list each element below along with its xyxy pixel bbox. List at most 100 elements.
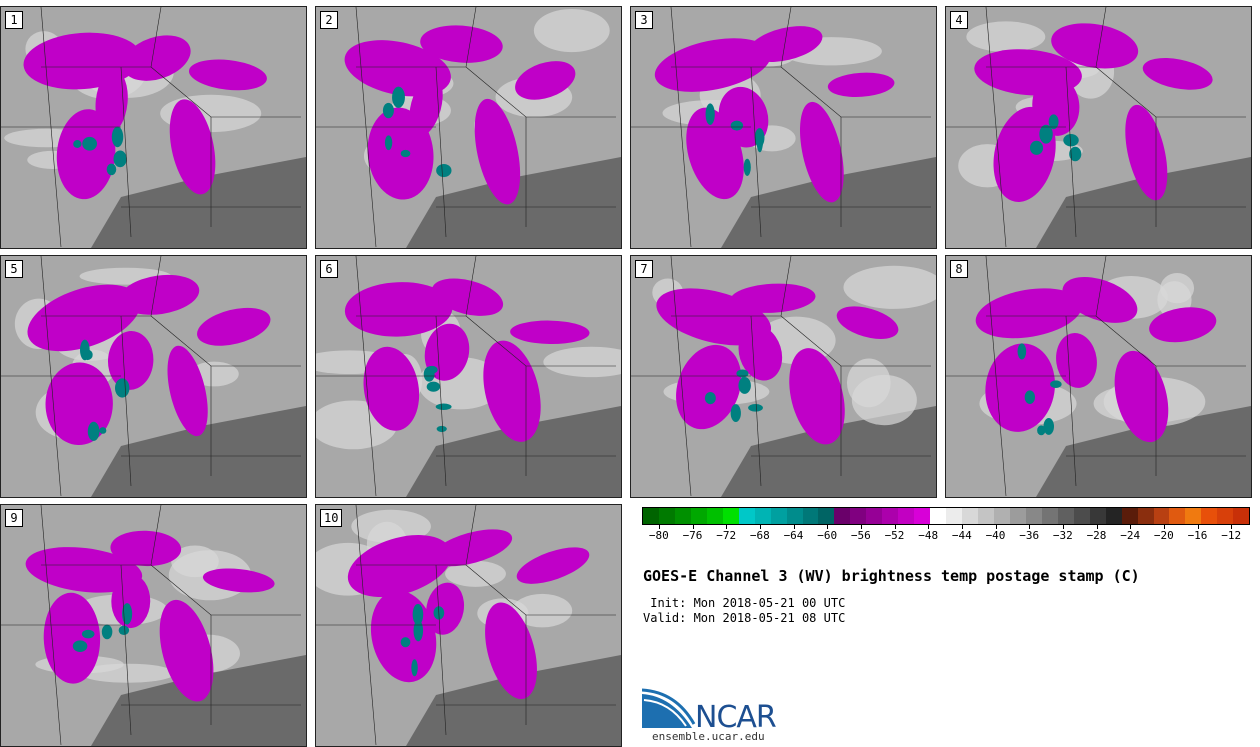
colorbar-tick-label: −24: [1120, 529, 1141, 542]
colorbar-swatch: [834, 508, 851, 524]
member-label: 6: [320, 260, 338, 278]
member-panel-10: 10: [315, 504, 622, 747]
water-vapor-map: [631, 7, 936, 248]
water-vapor-map: [946, 7, 1251, 248]
colorbar-tick-label: −52: [884, 529, 905, 542]
init-time: Init: Mon 2018-05-21 00 UTC: [643, 596, 846, 610]
member-label: 4: [950, 11, 968, 29]
colorbar-swatch: [1217, 508, 1234, 524]
colorbar-swatch: [1089, 508, 1106, 524]
colorbar-swatch: [898, 508, 915, 524]
colorbar-swatch: [978, 508, 994, 524]
colorbar-tick-label: −76: [682, 529, 703, 542]
colorbar-tick: [961, 524, 963, 529]
water-vapor-map: [1, 256, 306, 497]
member-panel-8: 8: [945, 255, 1252, 498]
colorbar-tick: [1231, 524, 1233, 529]
member-panel-5: 5: [0, 255, 307, 498]
member-label: 2: [320, 11, 338, 29]
colorbar-tick: [759, 524, 761, 529]
colorbar-tick: [1130, 524, 1132, 529]
member-label: 9: [5, 509, 23, 527]
colorbar-swatch: [738, 508, 755, 524]
colorbar-swatch: [946, 508, 963, 524]
colorbar-tick: [1197, 524, 1199, 529]
colorbar-tick: [726, 524, 728, 529]
colorbar-swatch: [1169, 508, 1186, 524]
water-vapor-map: [316, 256, 621, 497]
colorbar-swatch: [962, 508, 979, 524]
colorbar-swatch: [1009, 508, 1026, 524]
site-url: ensemble.ucar.edu: [652, 730, 765, 743]
colorbar-swatch: [866, 508, 883, 524]
member-label: 3: [635, 11, 653, 29]
colorbar-tick-label: −44: [951, 529, 972, 542]
member-panel-7: 7: [630, 255, 937, 498]
colorbar-swatch: [1025, 508, 1042, 524]
colorbar-tick-label: −80: [648, 529, 669, 542]
colorbar-swatch: [914, 508, 931, 524]
colorbar-tick: [1096, 524, 1098, 529]
colorbar-swatch: [1201, 508, 1218, 524]
member-panel-2: 2: [315, 6, 622, 249]
water-vapor-map: [1, 505, 306, 746]
water-vapor-map: [631, 256, 936, 497]
colorbar-tick-label: −48: [918, 529, 939, 542]
water-vapor-map: [1, 7, 306, 248]
colorbar-tick: [894, 524, 896, 529]
colorbar-tick-label: −68: [749, 529, 770, 542]
colorbar-swatch: [882, 508, 899, 524]
colorbar-tick-label: −64: [783, 529, 804, 542]
colorbar-swatch: [690, 508, 707, 524]
logo-text: NCAR: [695, 700, 777, 735]
colorbar-swatch: [658, 508, 675, 524]
ncar-logo-icon: [642, 688, 696, 728]
colorbar-swatch: [1041, 508, 1058, 524]
member-panel-1: 1: [0, 6, 307, 249]
colorbar-swatch: [1121, 508, 1138, 524]
colorbar-tick-label: −28: [1086, 529, 1107, 542]
colorbar-tick-label: −20: [1153, 529, 1174, 542]
member-panel-3: 3: [630, 6, 937, 249]
colorbar-swatch: [754, 508, 771, 524]
colorbar: [642, 507, 1250, 525]
colorbar-tick: [995, 524, 997, 529]
colorbar-swatch: [802, 508, 819, 524]
member-label: 5: [5, 260, 23, 278]
colorbar-tick: [860, 524, 862, 529]
colorbar-swatch: [1153, 508, 1170, 524]
colorbar-swatch: [706, 508, 723, 524]
colorbar-tick-label: −72: [716, 529, 737, 542]
colorbar-tick-label: −12: [1221, 529, 1242, 542]
water-vapor-map: [946, 256, 1251, 497]
member-label: 10: [320, 509, 343, 527]
colorbar-tick: [928, 524, 930, 529]
member-label: 8: [950, 260, 968, 278]
colorbar-swatch: [1057, 508, 1074, 524]
colorbar-tick-label: −16: [1187, 529, 1208, 542]
water-vapor-map: [316, 7, 621, 248]
colorbar-swatch: [1105, 508, 1122, 524]
colorbar-swatch: [786, 508, 803, 524]
colorbar-tick: [1163, 524, 1165, 529]
figure-title: GOES-E Channel 3 (WV) brightness temp po…: [643, 567, 1140, 585]
colorbar-swatch: [850, 508, 867, 524]
colorbar-tick: [1029, 524, 1031, 529]
colorbar-swatch: [1185, 508, 1202, 524]
colorbar-tick-label: −32: [1052, 529, 1073, 542]
colorbar-swatch: [1073, 508, 1090, 524]
colorbar-tick-label: −56: [850, 529, 871, 542]
colorbar-swatch: [722, 508, 739, 524]
colorbar-tick-label: −40: [985, 529, 1006, 542]
colorbar-swatch: [643, 508, 659, 524]
colorbar-tick: [692, 524, 694, 529]
member-panel-9: 9: [0, 504, 307, 747]
colorbar-tick-label: −60: [817, 529, 838, 542]
colorbar-tick: [793, 524, 795, 529]
colorbar-tick: [658, 524, 660, 529]
water-vapor-map: [316, 505, 621, 746]
colorbar-swatch: [993, 508, 1010, 524]
member-label: 7: [635, 260, 653, 278]
colorbar-tick: [1062, 524, 1064, 529]
colorbar-swatch: [930, 508, 947, 524]
